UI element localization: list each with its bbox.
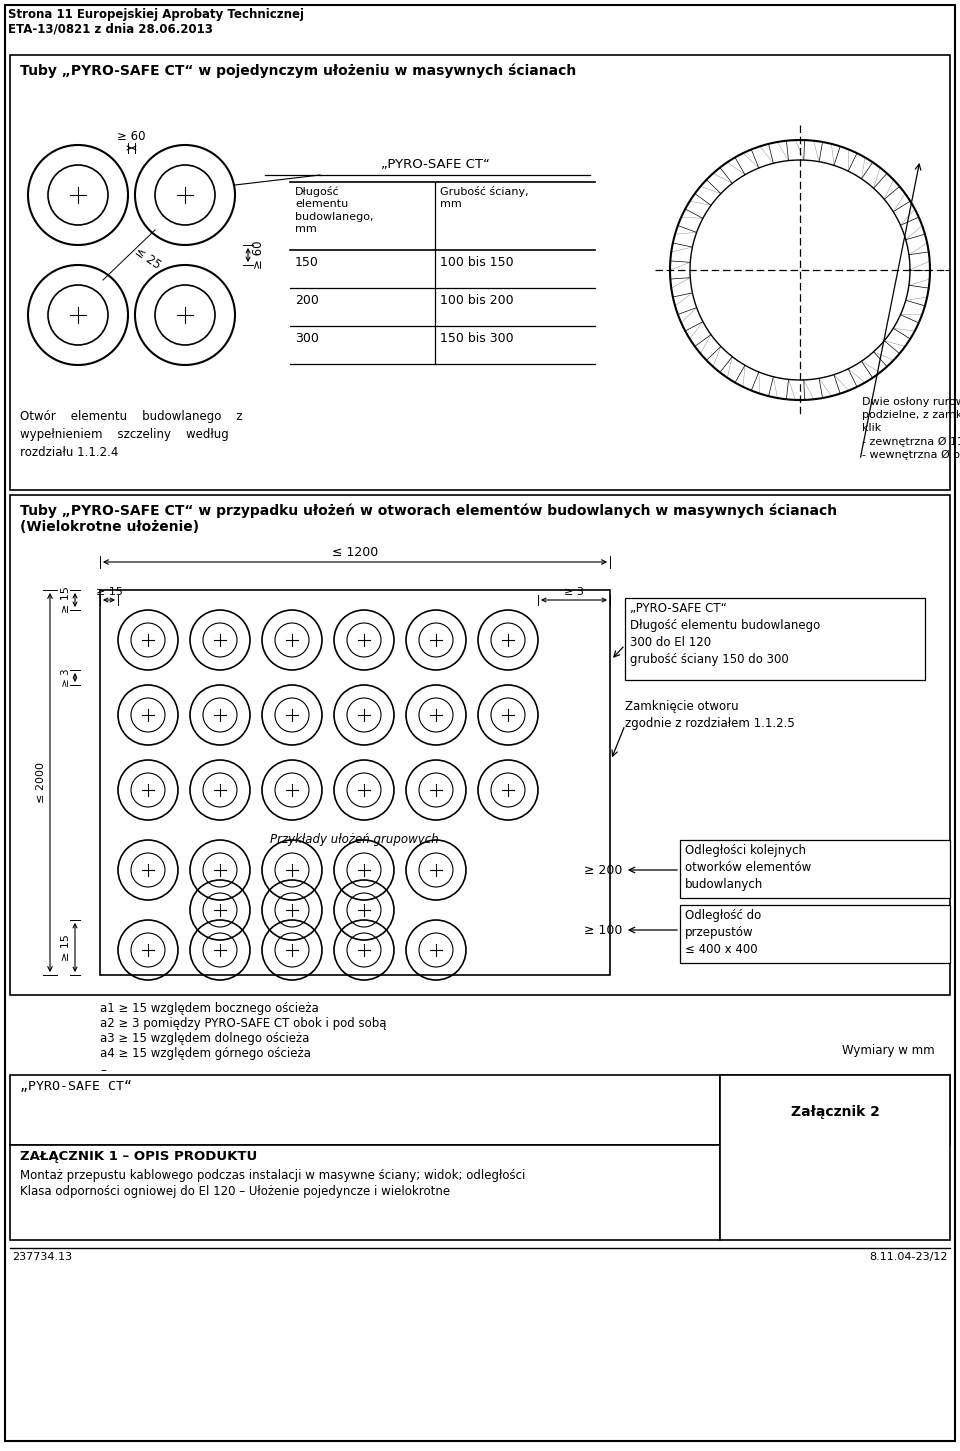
Text: Strona 11 Europejskiej Aprobaty Technicznej: Strona 11 Europejskiej Aprobaty Technicz… [8,9,304,20]
Bar [10,495,950,995]
Text: Tuby „PYRO-SAFE CT“ w pojedynczym ułożeniu w masywnych ścianach: Tuby „PYRO-SAFE CT“ w pojedynczym ułożen… [20,62,576,77]
Text: a1 ≥ 15 względem bocznego ościeża: a1 ≥ 15 względem bocznego ościeża [100,1003,319,1016]
Text: ZAŁĄCZNIK 1 – OPIS PRODUKTU: ZAŁĄCZNIK 1 – OPIS PRODUKTU [20,1151,257,1164]
Text: a4 ≥ 15 względem górnego ościeża: a4 ≥ 15 względem górnego ościeża [100,1048,311,1061]
Text: ≥ 15: ≥ 15 [61,934,71,961]
Text: Grubość ściany,
mm: Grubość ściany, mm [440,186,529,209]
Text: 100 bis 200: 100 bis 200 [440,295,514,308]
Text: Długość
elementu
budowlanego,
mm: Długość elementu budowlanego, mm [295,186,373,234]
Text: 150: 150 [295,255,319,268]
Text: ≥ 200: ≥ 200 [584,863,622,876]
Text: Załącznik 2: Załącznik 2 [791,1106,879,1119]
Bar [100,591,610,975]
Text: Dwie osłony rurowe,
podzielne, z zamknięciem na
klik
- zewnętrzna Ø 116,4 mm
- w: Dwie osłony rurowe, podzielne, z zamknię… [862,396,960,460]
Text: Klasa odporności ogniowej do El 120 – Ułożenie pojedyncze i wielokrotne: Klasa odporności ogniowej do El 120 – Uł… [20,1185,450,1199]
Text: Tuby „PYRO-SAFE CT“ w przypadku ułożeń w otworach elementów budowlanych w masywn: Tuby „PYRO-SAFE CT“ w przypadku ułożeń w… [20,503,837,518]
Text: 300: 300 [295,332,319,345]
Bar [720,1075,950,1145]
Text: ≥ 60: ≥ 60 [117,131,146,144]
Text: ≥ 3: ≥ 3 [564,588,584,596]
Bar [10,55,950,490]
Bar [10,1075,720,1145]
Text: ≤ 25: ≤ 25 [132,245,163,271]
Text: Montaż przepustu kablowego podczas instalacji w masywne ściany; widok; odległośc: Montaż przepustu kablowego podczas insta… [20,1170,525,1183]
Text: ≥ 3: ≥ 3 [61,669,71,686]
Text: 100 bis 150: 100 bis 150 [440,255,514,268]
Text: „PYRO-SAFE CT“: „PYRO-SAFE CT“ [20,1080,132,1093]
Text: (Wielokrotne ułożenie): (Wielokrotne ułożenie) [20,519,199,534]
Bar [680,905,950,963]
Text: „PYRO-SAFE CT“: „PYRO-SAFE CT“ [380,158,490,171]
Text: ≤ 1200: ≤ 1200 [332,546,378,559]
Bar [680,840,950,898]
Text: Odległość do
przepustów
≤ 400 x 400: Odległość do przepustów ≤ 400 x 400 [685,908,761,956]
Bar [10,1145,720,1241]
Text: –: – [100,1064,106,1077]
Text: 150 bis 300: 150 bis 300 [440,332,514,345]
Text: 8.11.04-23/12: 8.11.04-23/12 [870,1252,948,1262]
Text: ≥ 100: ≥ 100 [584,923,622,936]
Text: ≤ 2000: ≤ 2000 [36,762,46,802]
Text: ≥ 60: ≥ 60 [252,241,265,270]
Text: a3 ≥ 15 względem dolnego ościeża: a3 ≥ 15 względem dolnego ościeża [100,1032,309,1045]
Bar [720,1075,950,1241]
Text: 237734.13: 237734.13 [12,1252,72,1262]
Text: Odległości kolejnych
otworków elementów
budowlanych: Odległości kolejnych otworków elementów … [685,844,811,891]
Text: 200: 200 [295,295,319,308]
Text: Otwór    elementu    budowlanego    z
wypełnieniem    szczeliny    według
rozdzi: Otwór elementu budowlanego z wypełnienie… [20,411,243,459]
Text: Zamknięcie otworu
zgodnie z rozdziałem 1.1.2.5: Zamknięcie otworu zgodnie z rozdziałem 1… [625,699,795,730]
Text: ≥ 15: ≥ 15 [61,586,71,614]
Text: ≥ 15: ≥ 15 [96,588,123,596]
Text: a2 ≥ 3 pomiędzy PYRO-SAFE CT obok i pod sobą: a2 ≥ 3 pomiędzy PYRO-SAFE CT obok i pod … [100,1017,387,1030]
Text: Wymiary w mm: Wymiary w mm [842,1045,935,1056]
Text: ETA-13/0821 z dnia 28.06.2013: ETA-13/0821 z dnia 28.06.2013 [8,22,213,35]
Bar [625,598,925,681]
Text: Przykłady ułożeń grupowych: Przykłady ułożeń grupowych [270,833,439,846]
Text: „PYRO-SAFE CT“
Długość elementu budowlanego
300 do El 120
grubość ściany 150 do : „PYRO-SAFE CT“ Długość elementu budowlan… [630,602,820,666]
